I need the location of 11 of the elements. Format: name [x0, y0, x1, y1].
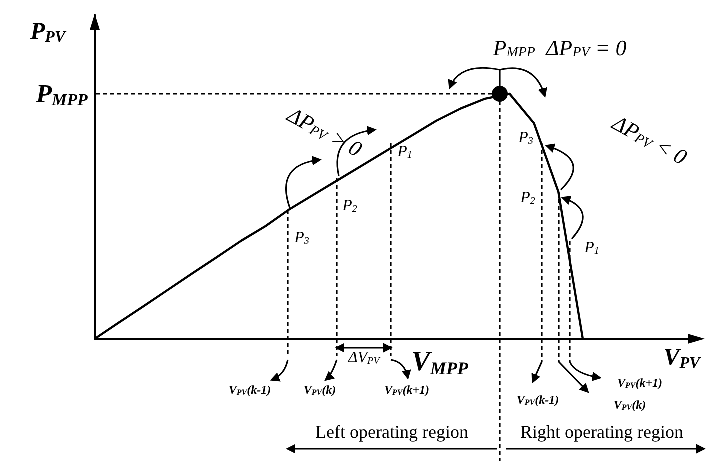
text: VPV(k-1)	[228, 383, 272, 397]
annotation: ΔPPV < 0	[608, 110, 692, 170]
text: Right operating region	[520, 422, 684, 442]
text: VPV(k)	[614, 398, 646, 412]
text: VPV(k-1)	[516, 393, 560, 407]
text: VPV(k+1)	[617, 376, 663, 390]
text: VPV(k+1)	[384, 383, 430, 397]
text: VPV(k)	[304, 383, 336, 397]
text: Left operating region	[316, 422, 468, 442]
annotation: ΔPPV > 0	[282, 102, 366, 162]
text: PMPP ΔPPV = 0	[492, 36, 627, 60]
